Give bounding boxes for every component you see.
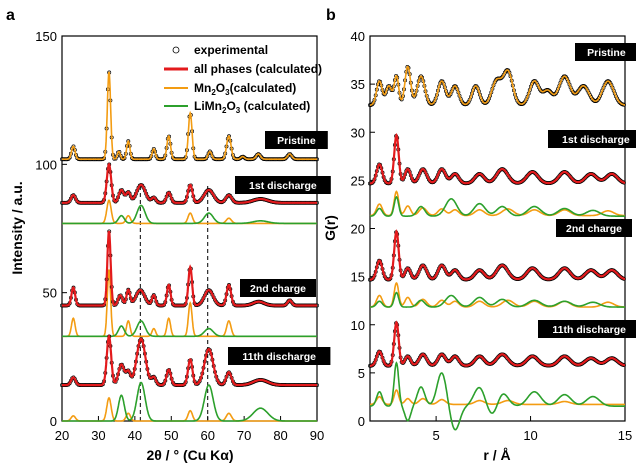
panel-a-ytick-label: 0 [50, 414, 57, 429]
experimental-point [453, 83, 457, 88]
panel-b-component-limn2o3-11th-discharge [369, 361, 625, 431]
panel-b-ytick-label: 10 [351, 318, 365, 333]
panel-b-fit-1st-discharge [369, 132, 626, 185]
panel-a-fit-1st-discharge [62, 162, 317, 204]
label-tag-background [548, 130, 636, 148]
experimental-point [466, 100, 471, 104]
panel-a-fit-2nd-charge [62, 230, 317, 307]
panel-a-xtick-label: 60 [200, 428, 214, 443]
label-tag-text: 2nd charge [566, 223, 622, 235]
panel-a-axes: 20 30 40 50 60 70 80 90 0 50 100 150 2θ / ° (Cu Kα… [9, 29, 324, 463]
panel-a-fit-pristine [62, 71, 317, 160]
label-tag-text: 2nd charge [250, 283, 306, 295]
panel-b-xtick-label: 15 [618, 428, 632, 443]
legend-limn2o3-label: LiMn2O3 (calculated) [194, 99, 310, 115]
panel-b-tag-2nd-charge: 2nd charge [556, 219, 632, 237]
panel-a-xtick-label: 50 [164, 428, 178, 443]
panel-b-ylabel: G(r) [322, 215, 338, 241]
panel-a-tag-11th-discharge: 11th discharge [228, 347, 331, 365]
panel-b-fit-pristine [370, 65, 625, 106]
panel-b-ytick-label: 25 [351, 173, 365, 188]
panel-a-ylabel: Intensity / a.u. [9, 181, 25, 274]
panel-b-fit-11th-discharge [370, 320, 626, 367]
experimental-point [567, 357, 572, 362]
panel-a-xtick-label: 30 [91, 428, 105, 443]
label-tag-background [240, 279, 316, 297]
panel-b-tag-1st-discharge: 1st discharge [548, 130, 636, 148]
legend-mn2o3-label: Mn2O3(calculated) [194, 81, 296, 97]
panel-b-component-limn2o3-1st-discharge [370, 195, 625, 217]
panel-b-component-mn2o3-1st-discharge [369, 190, 625, 217]
label-tag-background [538, 320, 636, 338]
panel-b-tag-pristine: Pristine [575, 43, 636, 61]
panel-a-legend: experimental all phases (calculated) Mn2… [164, 43, 322, 115]
label-tag-text: 1st discharge [249, 180, 317, 192]
legend-experimental-marker [172, 46, 180, 54]
label-tag-text: Pristine [277, 135, 316, 147]
label-tag-background [556, 219, 632, 237]
label-tag-background [235, 176, 331, 194]
label-tag-text: 11th discharge [552, 324, 626, 336]
panel-a-component-limn2o3-2nd-charge [62, 320, 317, 338]
panel-b-ytick-label: 15 [351, 270, 365, 285]
panel-b-component-mn2o3-2nd-charge [370, 281, 625, 308]
panel-a-tag-pristine: Pristine [265, 131, 328, 149]
panel-a-tag-1st-discharge: 1st discharge [235, 176, 331, 194]
panel-b-ytick-label: 5 [358, 366, 365, 381]
label-tag-text: 11th discharge [242, 351, 316, 363]
panel-a-component-limn2o3-11th-discharge [62, 381, 317, 422]
panel-a-ytick-label: 50 [43, 286, 57, 301]
label-tag-text: 1st discharge [562, 134, 630, 146]
panel-b-ytick-label: 35 [351, 77, 365, 92]
panel-b-tag-11th-discharge: 11th discharge [538, 320, 636, 338]
panel-letter-a: a [6, 7, 15, 24]
panel-b-xlabel: r / Å [483, 447, 510, 463]
panel-a-xtick-label: 80 [273, 428, 287, 443]
panel-a-xtick-label: 40 [128, 428, 142, 443]
panel-b-component-limn2o3-2nd-charge [370, 291, 625, 308]
panel-b-xtick-label: 10 [523, 428, 537, 443]
label-tag-background [228, 347, 331, 365]
panel-letter-b: b [326, 7, 336, 24]
panel-a-tag-2nd-charge: 2nd charge [240, 279, 316, 297]
panel-a-ytick-label: 100 [35, 157, 57, 172]
panel-a-component-limn2o3-1st-discharge [62, 204, 317, 225]
panel-a-xlabel: 2θ / ° (Cu Kα) [146, 447, 233, 463]
label-tag-text: Pristine [587, 47, 626, 59]
panel-b-fit-2nd-charge [369, 229, 626, 281]
panel-b-ytick-label: 40 [351, 29, 365, 44]
panel-a-ytick-label: 150 [35, 29, 57, 44]
panel-b-axes: 5 10 15 0 5 10 15 20 25 30 35 40 r / Å G(r) [322, 29, 632, 463]
panel-b-ytick-label: 30 [351, 125, 365, 140]
legend-all-phases-label: all phases (calculated) [194, 62, 322, 76]
panel-b-ytick-label: 0 [358, 414, 365, 429]
experimental-point [522, 273, 527, 278]
panel-b-ytick-label: 20 [351, 222, 365, 237]
label-tag-background [265, 131, 328, 149]
panel-a-component-mn2o3-11th-discharge [62, 396, 317, 422]
panel-a-xtick-label: 90 [310, 428, 324, 443]
panel-a-xtick-label: 70 [237, 428, 251, 443]
panel-a-xtick-label: 20 [55, 428, 69, 443]
label-tag-background [575, 43, 636, 61]
panel-b-xtick-label: 5 [432, 428, 439, 443]
legend-experimental-label: experimental [194, 43, 268, 57]
panel-a-fit-11th-discharge [62, 334, 317, 387]
